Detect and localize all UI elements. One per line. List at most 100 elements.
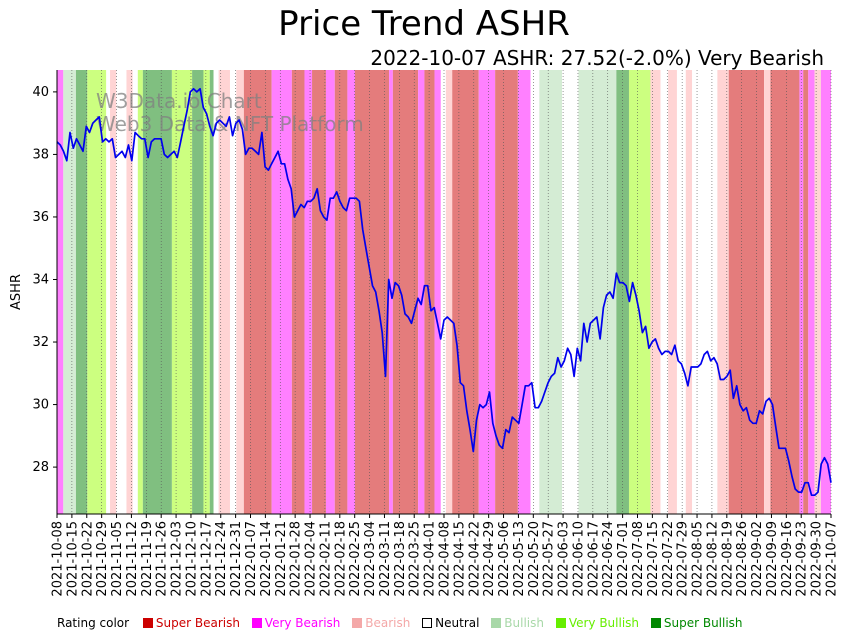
legend-swatch (491, 618, 502, 628)
rating-band-super-bullish (75, 70, 88, 514)
x-tick-label: 2021-12-03 (170, 521, 185, 597)
legend-swatch (650, 618, 661, 628)
x-tick-label: 2022-01-28 (289, 521, 304, 597)
vertical-gridlines (56, 70, 832, 514)
rating-band-neutral (562, 70, 579, 514)
legend-item-bearish: Bearish (352, 616, 414, 630)
rating-band-very-bearish (478, 70, 496, 514)
legend-label: Super Bullish (663, 616, 743, 630)
legend-label: Bullish (504, 616, 544, 630)
rating-band-super-bearish (243, 70, 272, 514)
rating-band-neutral (213, 70, 219, 514)
rating-band-neutral (106, 70, 111, 514)
x-tick-label: 2022-09-09 (765, 521, 780, 597)
rating-band-super-bearish (452, 70, 479, 514)
legend-swatch (352, 618, 363, 628)
x-axis-ticks: 2021-10-08 2021-10-15 2021-10-22 2021-10-29… (51, 514, 840, 597)
x-tick-label: 2022-04-08 (438, 521, 453, 597)
rating-band-super-bullish (209, 70, 214, 514)
y-tick-label: 38 (32, 147, 49, 162)
rating-band-bearish (717, 70, 729, 514)
rating-band-bearish (814, 70, 821, 514)
rating-band-super-bearish (354, 70, 390, 514)
legend-item-very-bearish: Very Bearish (251, 616, 344, 630)
x-tick-label: 2022-07-29 (676, 521, 691, 597)
rating-band-super-bearish (770, 70, 800, 514)
rating-band-neutral (676, 70, 686, 514)
chart-subtitle: 2022-10-07 ASHR: 27.52(-2.0%) Very Beari… (370, 46, 824, 70)
x-tick-label: 2022-02-25 (348, 521, 363, 597)
x-tick-label: 2021-12-31 (229, 521, 244, 597)
rating-bands (57, 70, 831, 514)
rating-band-bearish (685, 70, 693, 514)
x-tick-label: 2022-03-04 (363, 521, 378, 597)
rating-band-bearish (218, 70, 230, 514)
rating-band-very-bearish (57, 70, 64, 514)
x-tick-label: 2021-10-22 (80, 521, 95, 597)
chart-title: Price Trend ASHR (278, 4, 570, 44)
x-tick-label: 2022-09-30 (810, 521, 825, 597)
rating-band-bearish (126, 70, 133, 514)
x-tick-label: 2021-10-29 (95, 521, 110, 597)
x-tick-label: 2022-05-13 (512, 521, 527, 597)
x-tick-label: 2021-11-26 (155, 521, 170, 597)
y-tick-label: 36 (32, 210, 49, 225)
y-tick-label: 40 (32, 85, 49, 100)
legend: Rating color Super Bearish Very Bearish … (57, 616, 751, 630)
x-tick-label: 2021-11-05 (110, 521, 125, 597)
rating-band-very-bearish (820, 70, 831, 514)
series-line-ashr (56, 87, 832, 497)
rating-band-very-bearish (304, 70, 313, 514)
x-tick-label: 2022-01-21 (274, 521, 289, 597)
rating-band-very-bearish (434, 70, 441, 514)
rating-band-bearish (668, 70, 677, 514)
x-tick-label: 2021-12-17 (199, 521, 214, 597)
rating-band-neutral (116, 70, 127, 514)
legend-item-neutral: Neutral (422, 616, 483, 630)
x-tick-label: 2022-05-06 (497, 521, 512, 597)
x-tick-label: 2021-12-10 (184, 521, 199, 597)
x-tick-label: 2021-11-12 (125, 521, 140, 597)
rating-band-bullish (539, 70, 563, 514)
legend-item-very-bullish: Very Bullish (555, 616, 643, 630)
x-tick-label: 2022-02-11 (318, 521, 333, 597)
x-tick-label: 2022-01-14 (259, 521, 274, 597)
x-tick-label: 2022-03-18 (393, 521, 408, 597)
x-tick-label: 2022-07-15 (646, 521, 661, 597)
legend-swatch (251, 618, 262, 628)
rating-band-bearish (764, 70, 771, 514)
legend-label: Very Bullish (568, 616, 640, 630)
legend-label: Very Bearish (264, 616, 341, 630)
x-tick-label: 2022-02-18 (333, 521, 348, 597)
rating-band-very-bullish (87, 70, 107, 514)
rating-band-super-bearish (291, 70, 305, 514)
rating-band-neutral (660, 70, 669, 514)
rating-band-neutral (530, 70, 540, 514)
x-tick-label: 2022-05-27 (542, 521, 557, 597)
y-tick-label: 34 (32, 272, 49, 287)
rating-band-super-bullish (142, 70, 172, 514)
y-tick-label: 32 (32, 335, 49, 350)
rating-band-neutral (229, 70, 237, 514)
y-tick-label: 30 (32, 398, 49, 413)
rating-band-neutral (692, 70, 718, 514)
legend-item-super-bullish: Super Bullish (650, 616, 743, 630)
rating-band-super-bearish (495, 70, 518, 514)
x-tick-label: 2022-02-04 (304, 521, 319, 597)
rating-band-very-bearish (325, 70, 335, 514)
legend-label: Super Bearish (155, 616, 240, 630)
x-tick-label: 2022-04-22 (467, 521, 482, 597)
x-tick-label: 2022-09-16 (780, 521, 795, 597)
rating-band-bearish (236, 70, 244, 514)
y-tick-label: 28 (32, 460, 49, 475)
rating-band-super-bearish (334, 70, 348, 514)
x-tick-label: 2022-04-29 (482, 521, 497, 597)
price-series (56, 87, 832, 497)
rating-band-very-bullish (628, 70, 651, 514)
x-tick-label: 2022-08-12 (705, 521, 720, 597)
x-tick-label: 2022-07-08 (631, 521, 646, 597)
rating-band-super-bearish (728, 70, 765, 514)
rating-band-very-bearish (347, 70, 355, 514)
x-tick-label: 2022-10-07 (825, 521, 840, 597)
